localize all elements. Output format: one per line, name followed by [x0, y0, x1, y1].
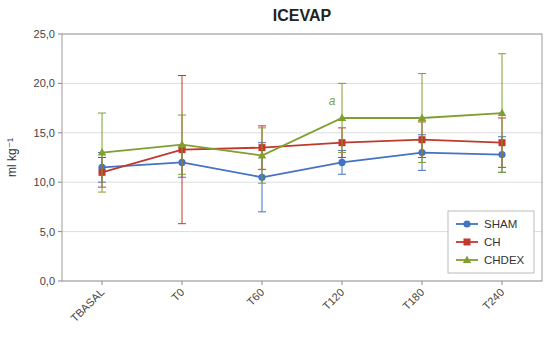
- x-tick-label: T180: [400, 286, 426, 312]
- error-bar-cap: [498, 172, 506, 173]
- error-bar-cap: [418, 73, 426, 74]
- error-bar-cap: [498, 172, 506, 173]
- legend-box: [448, 211, 534, 273]
- error-bar-cap: [338, 83, 346, 84]
- grid-line: [62, 132, 542, 133]
- marker: [463, 220, 470, 227]
- error-bar-cap: [178, 115, 186, 116]
- error-bar-cap: [258, 183, 266, 184]
- annotation: a: [329, 94, 336, 108]
- x-tick: [102, 281, 103, 285]
- legend-item: SHAM: [456, 218, 517, 230]
- marker: [338, 113, 346, 121]
- x-tick: [422, 281, 423, 285]
- y-axis: 0,0 5,0 10,0 15,0 20,0 25,0: [34, 28, 62, 287]
- x-tick: [502, 281, 503, 285]
- error-bar-cap: [98, 192, 106, 193]
- x-tick-label: T120: [320, 286, 346, 312]
- grid-line: [62, 182, 542, 183]
- x-tick-label: T60: [245, 286, 267, 308]
- error-bar-cap: [498, 53, 506, 54]
- error-bar-cap: [258, 211, 266, 212]
- x-tick: [182, 281, 183, 285]
- plot-frame: [62, 34, 542, 281]
- series: [98, 75, 506, 223]
- error-bar-cap: [338, 152, 346, 153]
- marker: [463, 256, 471, 264]
- error-bar-cap: [258, 125, 266, 126]
- error-bar-cap: [338, 174, 346, 175]
- x-axis: TBASAL T0 T60 T120 T180 T240: [68, 281, 506, 324]
- y-tick: [58, 231, 62, 232]
- series-line: [102, 153, 502, 178]
- error-bar: [178, 75, 186, 223]
- error-bar-cap: [178, 223, 186, 224]
- marker: [418, 113, 426, 121]
- legend-item: CH: [456, 236, 501, 248]
- y-tick-label: 25,0: [34, 28, 55, 40]
- error-bar-cap: [418, 170, 426, 171]
- chart: ICEVAP ml kg⁻¹ 0,0 5,0 10,0 15,0 20,0 25,0 TBASA…: [0, 0, 554, 339]
- x-tick-label: TBASAL: [68, 286, 106, 324]
- grid: [62, 34, 542, 281]
- series: [98, 54, 506, 192]
- y-tick-label: 5,0: [40, 226, 55, 238]
- legend-label: SHAM: [484, 218, 517, 230]
- legend-label: CH: [484, 236, 501, 248]
- error-bar-cap: [178, 174, 186, 175]
- y-tick-label: 10,0: [34, 176, 55, 188]
- plot-data: [98, 54, 506, 224]
- series-line: [102, 140, 502, 173]
- legend-item: CHDEX: [456, 254, 525, 266]
- error-bar-cap: [98, 113, 106, 114]
- error-bar-cap: [178, 75, 186, 76]
- error-bar-stem: [182, 75, 183, 223]
- grid-line: [62, 83, 542, 84]
- marker: [338, 159, 345, 166]
- y-tick: [58, 34, 62, 35]
- marker: [178, 140, 186, 148]
- y-tick: [58, 83, 62, 84]
- marker: [464, 239, 471, 246]
- x-tick-label: T0: [169, 286, 187, 304]
- y-tick-label: 20,0: [34, 77, 55, 89]
- legend: SHAM CH CHDEX: [448, 211, 534, 273]
- marker: [258, 151, 266, 159]
- series-line: [102, 113, 502, 155]
- x-tick-label: T240: [480, 286, 506, 312]
- error-bar-cap: [258, 127, 266, 128]
- marker: [498, 109, 506, 117]
- x-tick: [262, 281, 263, 285]
- y-axis-label: ml kg⁻¹: [5, 138, 19, 177]
- y-tick: [58, 132, 62, 133]
- error-bar-cap: [338, 157, 346, 158]
- legend-label: CHDEX: [484, 254, 525, 266]
- marker: [98, 148, 106, 156]
- y-tick: [58, 281, 62, 282]
- y-tick-label: 15,0: [34, 127, 55, 139]
- x-tick: [342, 281, 343, 285]
- y-tick-label: 0,0: [40, 275, 55, 287]
- y-tick: [58, 182, 62, 183]
- error-bar-cap: [418, 162, 426, 163]
- title: ICEVAP: [273, 7, 332, 24]
